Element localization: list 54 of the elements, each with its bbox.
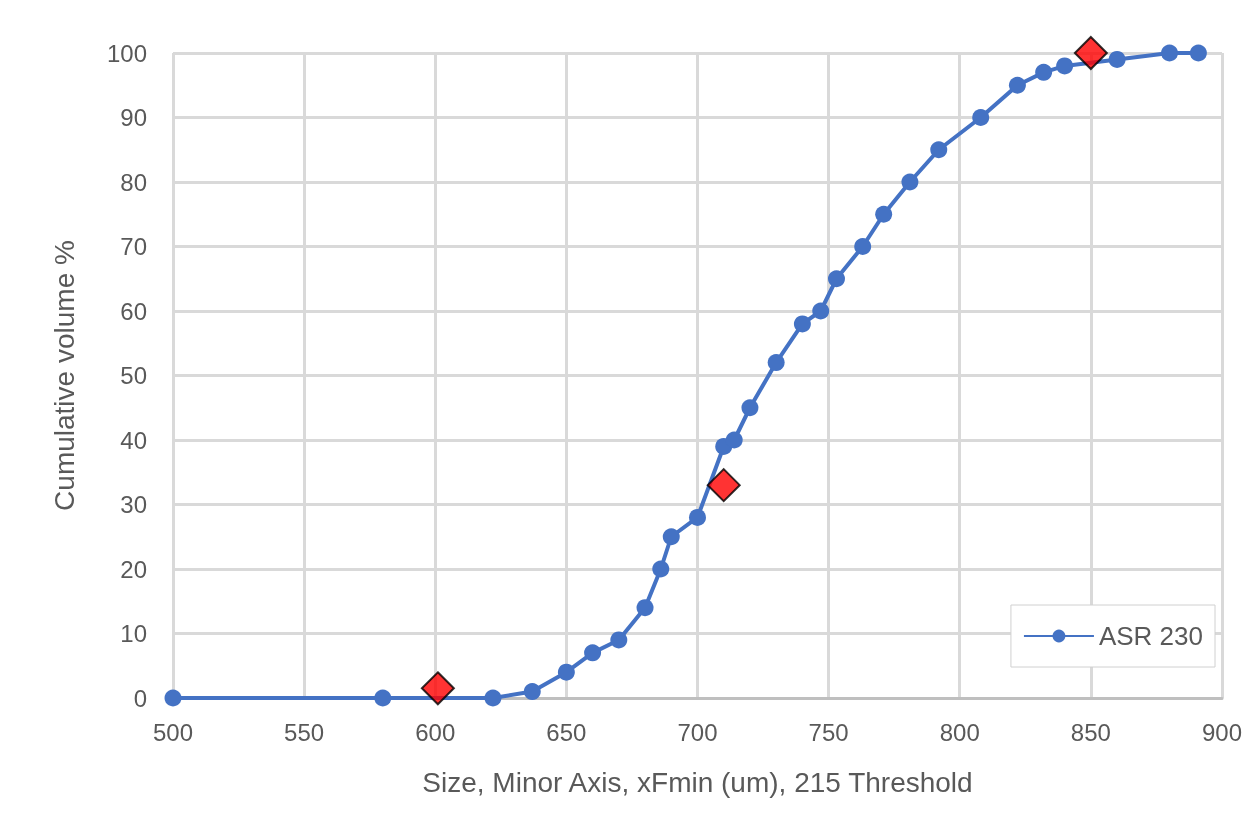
point bbox=[828, 270, 845, 288]
point bbox=[420, 671, 455, 706]
y-tick-label: 50 bbox=[120, 362, 147, 389]
point bbox=[1035, 63, 1053, 81]
x-tick-label: 750 bbox=[808, 718, 849, 746]
point bbox=[610, 631, 628, 649]
y-tick-label: 60 bbox=[120, 297, 147, 325]
x-tick-label: 800 bbox=[939, 718, 980, 746]
point bbox=[1161, 44, 1179, 62]
point bbox=[1073, 36, 1108, 70]
point bbox=[930, 141, 948, 159]
x-axis-title: Size, Minor Axis, xFmin (um), 215 Threshold bbox=[422, 766, 973, 798]
point bbox=[374, 689, 392, 707]
x-tick-label: 850 bbox=[1070, 718, 1111, 746]
y-tick-label: 90 bbox=[120, 104, 147, 131]
point bbox=[652, 560, 670, 578]
point bbox=[484, 689, 502, 707]
y-tick-label: 40 bbox=[120, 426, 147, 454]
y-tick-label: 30 bbox=[120, 491, 147, 518]
point bbox=[636, 599, 654, 617]
point bbox=[706, 468, 741, 503]
point bbox=[972, 109, 990, 126]
x-tick-label: 900 bbox=[1201, 718, 1242, 746]
y-tick-label: 10 bbox=[120, 620, 147, 647]
point bbox=[584, 644, 602, 662]
y-tick-label: 70 bbox=[120, 233, 147, 260]
y-tick-label: 0 bbox=[133, 684, 147, 712]
point bbox=[557, 663, 575, 681]
point bbox=[1189, 44, 1207, 62]
x-tick-label: 700 bbox=[677, 718, 718, 746]
point bbox=[1056, 57, 1074, 75]
x-tick-label: 650 bbox=[546, 718, 587, 746]
point bbox=[767, 354, 785, 372]
point bbox=[662, 528, 680, 546]
point bbox=[1108, 50, 1126, 68]
y-axis-title: Cumulative volume % bbox=[48, 240, 80, 511]
point bbox=[1008, 76, 1026, 94]
x-tick-label: 600 bbox=[415, 718, 456, 746]
point bbox=[164, 689, 182, 707]
y-tick-label: 20 bbox=[120, 555, 147, 583]
x-tick-label: 500 bbox=[152, 718, 194, 746]
point bbox=[854, 238, 872, 255]
point bbox=[812, 302, 830, 320]
point bbox=[901, 173, 919, 191]
point bbox=[875, 205, 893, 223]
x-tick-label: 550 bbox=[284, 718, 325, 746]
legend-label: ASR 230 bbox=[1098, 621, 1204, 651]
point bbox=[689, 508, 706, 526]
point bbox=[793, 315, 811, 333]
point bbox=[523, 683, 541, 701]
point bbox=[725, 431, 743, 449]
point bbox=[741, 399, 759, 417]
y-tick-label: 80 bbox=[120, 168, 147, 196]
y-tick-label: 100 bbox=[106, 39, 147, 67]
